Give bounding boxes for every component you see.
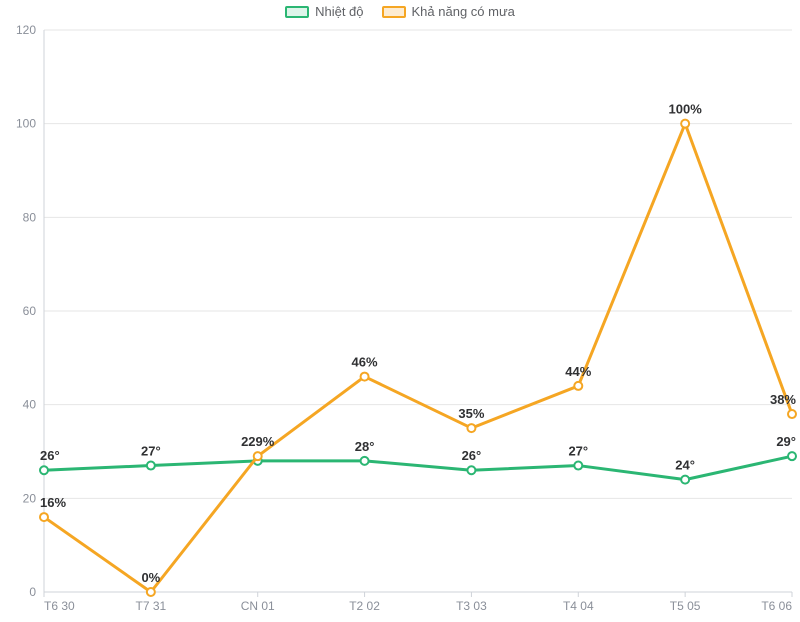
data-label-temperature: 27° (141, 444, 161, 459)
x-axis-tick-label: T6 06 (761, 599, 792, 613)
data-label-rain_chance: 16% (40, 495, 66, 510)
legend-item-temperature[interactable]: Nhiệt độ (285, 4, 363, 19)
x-axis-tick-label: CN 01 (241, 599, 275, 613)
legend-label: Nhiệt độ (315, 4, 363, 19)
data-label-temperature: 26° (40, 448, 60, 463)
legend-swatch-temperature (285, 6, 309, 18)
legend-swatch-rain_chance (382, 6, 406, 18)
y-axis-tick-label: 0 (29, 585, 36, 599)
data-label-temperature: 29° (776, 434, 796, 449)
data-label-overlap: 229% (241, 434, 275, 449)
series-point-temperature[interactable] (40, 466, 48, 474)
weather-line-chart: Nhiệt độ Khả năng có mưa 0 20 40 60 80 100 120 T… (0, 0, 800, 622)
x-axis-tick-label: T5 05 (670, 599, 701, 613)
y-axis-tick-label: 20 (23, 491, 37, 505)
chart-canvas: 0 20 40 60 80 100 120 T6 30 T7 31 CN 01 T2 02 T3 03… (0, 0, 800, 622)
y-axis-tick-label: 40 (23, 398, 37, 412)
data-label-temperature: 28° (355, 439, 375, 454)
series-point-temperature[interactable] (681, 476, 689, 484)
y-axis-tick-label: 120 (16, 23, 36, 37)
x-axis-tick-label: T7 31 (136, 599, 167, 613)
series-point-temperature[interactable] (467, 466, 475, 474)
y-axis-tick-label: 60 (23, 304, 37, 318)
series-point-rain_chance[interactable] (361, 373, 369, 381)
y-axis-tick-label: 100 (16, 117, 36, 131)
legend-label: Khả năng có mưa (412, 4, 515, 19)
series-point-rain_chance[interactable] (147, 588, 155, 596)
series-line-rain_chance (44, 124, 792, 592)
data-label-rain_chance: 100% (669, 102, 703, 117)
data-label-rain_chance: 35% (458, 406, 484, 421)
series-point-temperature[interactable] (147, 462, 155, 470)
x-axis-tick-label: T6 30 (44, 599, 75, 613)
x-axis-tick-label: T3 03 (456, 599, 487, 613)
series-point-temperature[interactable] (361, 457, 369, 465)
series-point-rain_chance[interactable] (788, 410, 796, 418)
data-label-rain_chance: 46% (352, 355, 378, 370)
x-axis-tick-label: T4 04 (563, 599, 594, 613)
series-point-rain_chance[interactable] (467, 424, 475, 432)
series-point-rain_chance[interactable] (254, 452, 262, 460)
data-label-temperature: 26° (462, 448, 482, 463)
series-point-rain_chance[interactable] (681, 120, 689, 128)
y-axis-tick-label: 80 (23, 210, 37, 224)
legend-item-rain_chance[interactable]: Khả năng có mưa (382, 4, 515, 19)
series-point-rain_chance[interactable] (574, 382, 582, 390)
data-label-rain_chance: 44% (565, 364, 591, 379)
data-label-temperature: 27° (568, 444, 588, 459)
data-label-temperature: 24° (675, 458, 695, 473)
series-point-rain_chance[interactable] (40, 513, 48, 521)
chart-legend: Nhiệt độ Khả năng có mưa (0, 4, 800, 19)
series-point-temperature[interactable] (788, 452, 796, 460)
data-label-rain_chance: 38% (770, 392, 796, 407)
series-point-temperature[interactable] (574, 462, 582, 470)
x-axis-tick-label: T2 02 (349, 599, 380, 613)
data-label-rain_chance: 0% (141, 570, 160, 585)
